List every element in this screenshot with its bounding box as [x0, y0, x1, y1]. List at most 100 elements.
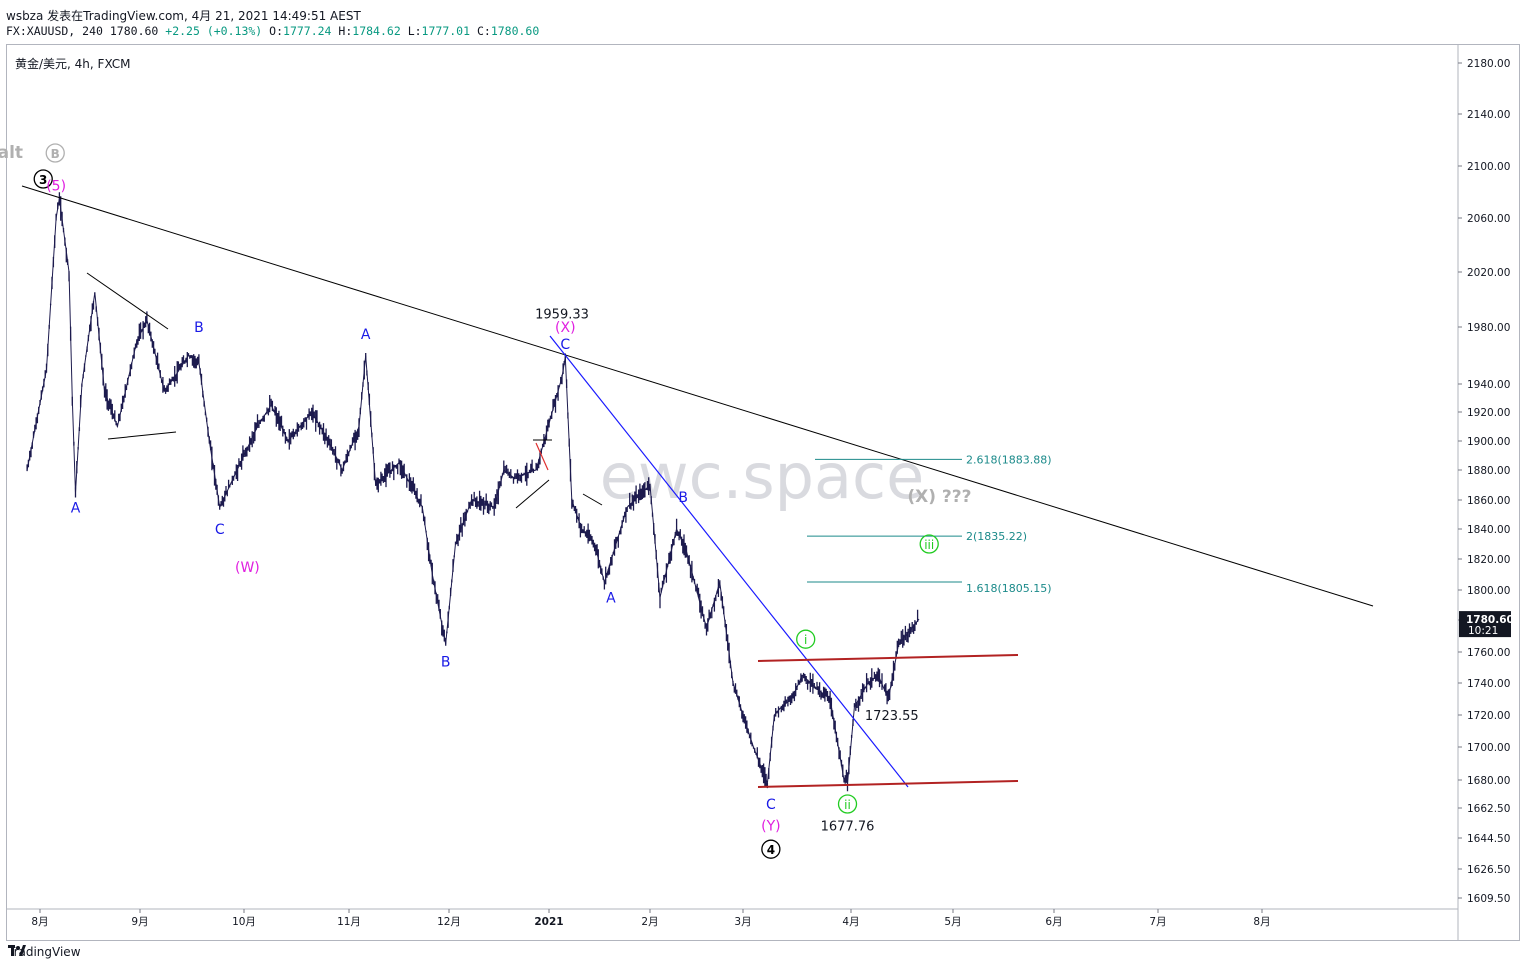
high-label: H:: [338, 24, 353, 38]
open-label: O:: [269, 24, 284, 38]
wave-label: iii: [924, 538, 934, 552]
wave-label: ii: [844, 798, 851, 812]
ohlc-bar: FX:XAUUSD, 240 1780.60 +2.25 (+0.13%) O:…: [6, 24, 539, 38]
wave-label: 1677.76: [821, 820, 875, 835]
y-tick-label: 1980.00: [1467, 322, 1510, 334]
high-value: 1784.62: [352, 24, 401, 38]
wave-label: (5): [46, 179, 66, 195]
x-tick-label: 9月: [131, 916, 148, 928]
y-tick-label: 2180.00: [1467, 58, 1510, 70]
wave-label: A: [71, 500, 81, 516]
flag-red-mark: [535, 442, 549, 471]
countdown-tag-label: 10:21: [1468, 625, 1498, 637]
wave-label: B: [194, 320, 204, 336]
y-tick-label: 1680.00: [1467, 775, 1510, 787]
fib-level-label: 1.618(1805.15): [966, 582, 1052, 595]
wave-label: 1959.33: [535, 307, 589, 322]
low-value: 1777.01: [421, 24, 471, 38]
x-tick-label: 8月: [31, 916, 48, 928]
footer-brand-label: TradingView: [8, 945, 81, 959]
wave-label: A: [606, 591, 616, 607]
triangle-upper-line: [86, 272, 169, 330]
wave-label: A: [361, 327, 371, 343]
wave-label: (W): [235, 560, 260, 576]
triangle-lower-line: [107, 431, 177, 440]
y-tick-label: 1644.50: [1467, 833, 1510, 845]
x-tick-label: 10月: [232, 916, 256, 928]
channel-upper-line: [757, 654, 1019, 662]
fib-level-label: 2.618(1883.88): [966, 453, 1052, 466]
flag-lower-line: [515, 479, 550, 509]
y-tick-label: 2140.00: [1467, 109, 1510, 121]
wave-circle: [45, 143, 65, 163]
wave-label: (X) ???: [907, 487, 971, 507]
y-tick-label: 1609.50: [1467, 893, 1510, 905]
y-tick-label: 1920.00: [1467, 407, 1510, 419]
long-trendline: [21, 185, 1374, 607]
y-tick-label: 1720.00: [1467, 710, 1510, 722]
watermark: ewc.space: [600, 440, 925, 513]
y-tick-label: 1940.00: [1467, 379, 1510, 391]
wave-label: B: [441, 654, 451, 670]
wave-label: 4: [767, 843, 775, 857]
wave-circle: [761, 839, 781, 859]
y-tick-label: 1760.00: [1467, 647, 1510, 659]
y-tick-label: 1840.00: [1467, 524, 1510, 536]
y-tick-label: 1800.00: [1467, 585, 1510, 597]
wave-circle: [919, 534, 939, 554]
wave-circle: [33, 169, 53, 189]
last-price: 1780.60: [109, 24, 159, 38]
wave-circle: [837, 794, 858, 814]
price-change: +2.25 (+0.13%): [165, 24, 263, 38]
y-tick-label: 1900.00: [1467, 436, 1510, 448]
y-tick-label: 2100.00: [1467, 161, 1510, 173]
x-tick-label: 2月: [641, 916, 658, 928]
wave-label: C: [766, 797, 776, 813]
x-tick-label: 8月: [1253, 916, 1270, 928]
symbol-label: 黄金/美元, 4h, FXCM: [15, 57, 131, 71]
wave-label: i: [804, 633, 807, 647]
price-line: [26, 198, 920, 785]
wave-label: C: [560, 337, 570, 353]
tradingview-logo-icon: [8, 945, 26, 956]
x-tick-label: 5月: [944, 916, 961, 928]
y-tick-label: 2060.00: [1467, 213, 1510, 225]
y-tick-label: 2020.00: [1467, 267, 1510, 279]
x-tick-label: 2021: [534, 916, 563, 928]
small-pennant-line: [582, 493, 603, 506]
publish-info: wsbza 发表在TradingView.com, 4月 21, 2021 14…: [6, 9, 361, 23]
close-label: C:: [476, 24, 491, 38]
fib-level-label: 2(1835.22): [966, 530, 1027, 543]
wave-label: 3: [39, 173, 47, 187]
y-tick-label: 1820.00: [1467, 554, 1510, 566]
wave-label: B: [51, 147, 60, 161]
x-tick-label: 6月: [1045, 916, 1062, 928]
wave-label: alt: [0, 143, 23, 163]
wave-label: C: [215, 522, 225, 538]
x-tick-label: 3月: [734, 916, 751, 928]
wave-label: 1723.55: [865, 709, 919, 724]
y-tick-label: 1740.00: [1467, 678, 1510, 690]
wave-label: B: [678, 490, 688, 506]
low-label: L:: [407, 24, 422, 38]
wave-circle: [796, 629, 816, 649]
wave-label: (Y): [761, 819, 780, 835]
y-tick-label: 1662.50: [1467, 803, 1510, 815]
footer-brand[interactable]: TradingView: [8, 945, 81, 959]
wave-label: (X): [555, 320, 576, 336]
y-tick-label: 1700.00: [1467, 742, 1510, 754]
price-tag-box: [1459, 611, 1511, 638]
channel-lower-line: [757, 780, 1019, 788]
x-tick-label: 7月: [1149, 916, 1166, 928]
blue-trendline: [549, 335, 909, 788]
x-tick-label: 11月: [337, 916, 361, 928]
open-value: 1777.24: [283, 24, 332, 38]
y-tick-label: 1880.00: [1467, 465, 1510, 477]
y-tick-label: 1626.50: [1467, 864, 1510, 876]
x-tick-label: 4月: [842, 916, 859, 928]
y-tick-label: 1860.00: [1467, 495, 1510, 507]
x-tick-label: 12月: [437, 916, 461, 928]
price-tag-label: 1780.60: [1466, 614, 1514, 626]
ticker-label: FX:XAUUSD, 240: [6, 24, 103, 38]
